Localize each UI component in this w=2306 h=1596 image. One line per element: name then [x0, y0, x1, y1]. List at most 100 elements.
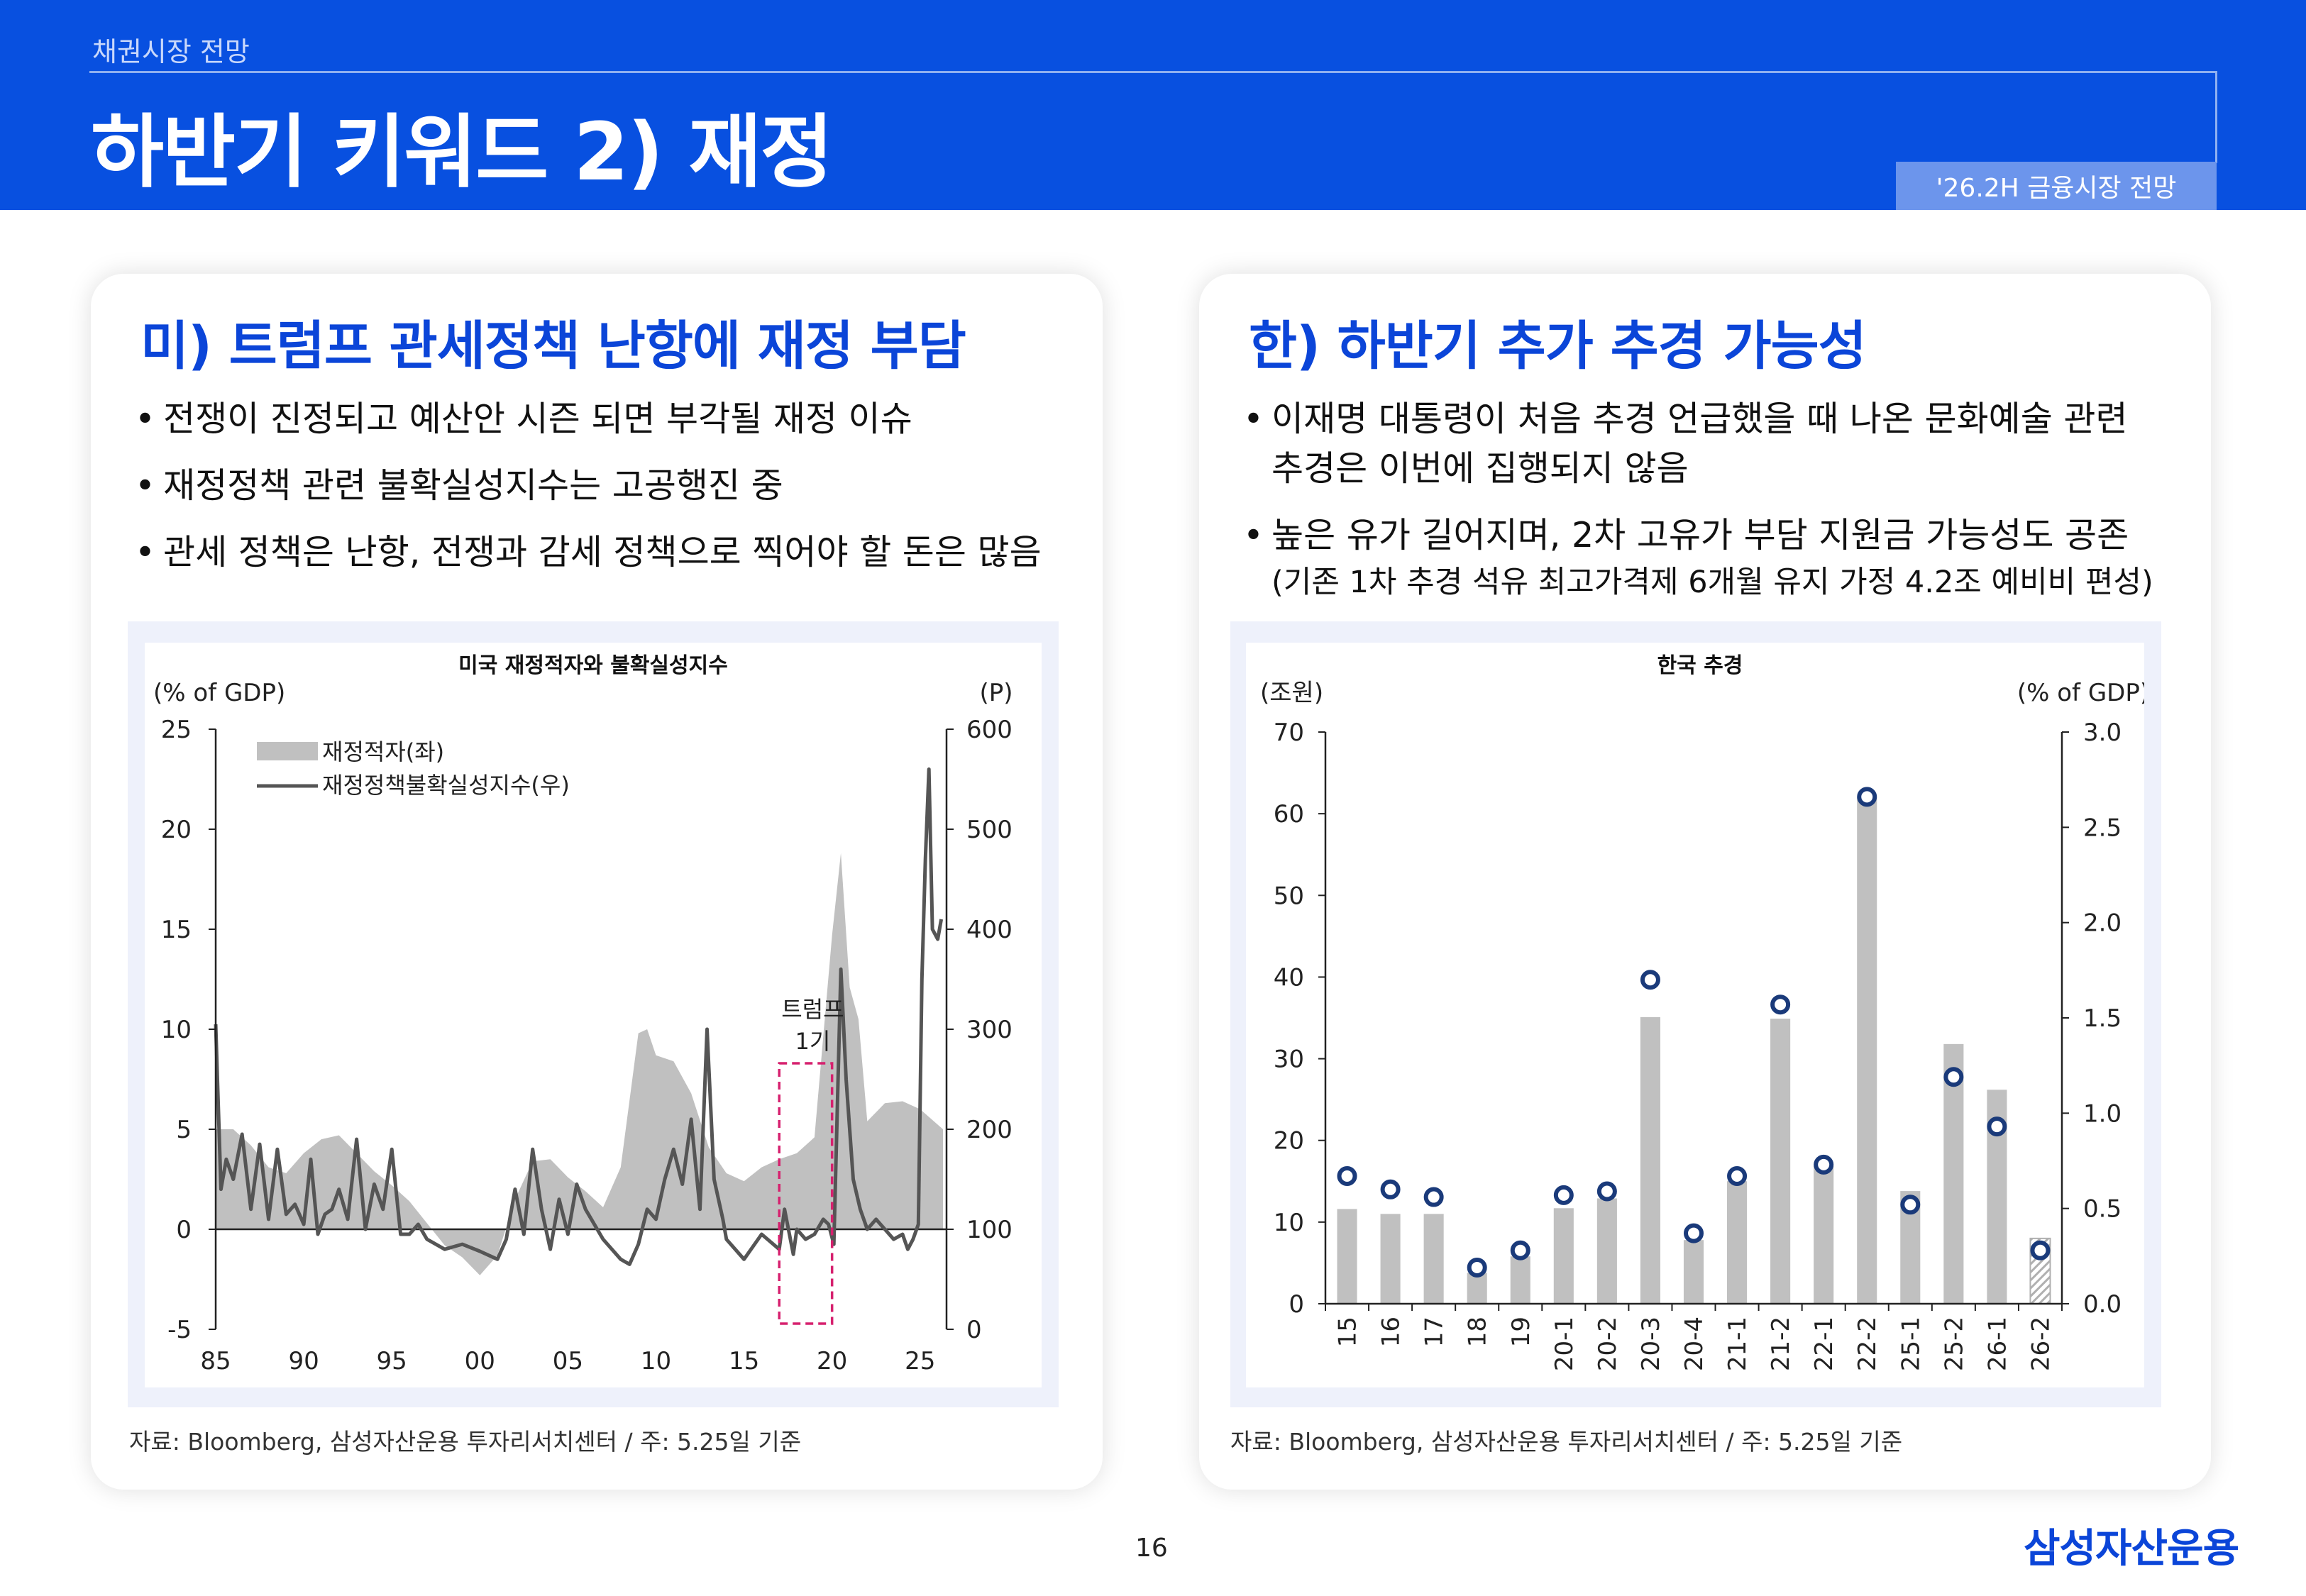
bullet-item: 관세 정책은 난항, 전쟁과 감세 정책으로 찍어야 할 돈은 많음 — [135, 528, 1100, 577]
x-tick-label: 25-1 — [1897, 1317, 1925, 1371]
y-right-tick-label: 1.0 — [2083, 1099, 2122, 1128]
x-tick-label: 05 — [553, 1347, 583, 1375]
gdp-ratio-marker — [1380, 1179, 1401, 1199]
chart-title: 미국 재정적자와 불확실성지수 — [458, 653, 728, 678]
bar — [1553, 1208, 1574, 1304]
x-tick-label: 25-2 — [1940, 1317, 1968, 1371]
y-right-tick-label: 3.0 — [2083, 719, 2122, 747]
annotation-label-line2: 1기 — [795, 1028, 831, 1055]
y-left-tick-label: 10 — [161, 1016, 192, 1044]
chart-title: 한국 추경 — [1657, 653, 1743, 678]
y-right-tick-label: 100 — [966, 1216, 1013, 1244]
gdp-ratio-marker — [1337, 1165, 1357, 1186]
y-left-tick-label: -5 — [167, 1316, 192, 1344]
bar — [1857, 797, 1877, 1304]
y-right-tick-label: 500 — [966, 816, 1013, 844]
y-left-tick-label: 25 — [161, 716, 192, 744]
gdp-ratio-marker — [1510, 1240, 1530, 1260]
y-left-tick-label: 30 — [1274, 1046, 1304, 1074]
annotation-label-line1: 트럼프 — [781, 996, 844, 1023]
x-tick-label: 18 — [1464, 1317, 1492, 1347]
us-chart-frame: 미국 재정적자와 불확실성지수 (% of GDP) (P) 25 20 15 10 5 0 -5… — [128, 621, 1059, 1407]
bar — [1337, 1209, 1357, 1304]
bullet-text: 높은 유가 길어지며, 2차 고유가 부담 지원금 가능성도 공존 — [1271, 515, 2129, 555]
x-tick-label: 26-2 — [2026, 1317, 2055, 1371]
y-left-tick-label: 60 — [1274, 800, 1304, 829]
x-tick-label: 20-4 — [1680, 1317, 1709, 1371]
bullet-text: 이재명 대통령이 처음 추경 언급했을 때 나온 문화예술 관련 — [1271, 399, 2128, 439]
gdp-ratio-marker — [1900, 1195, 1921, 1215]
y-left-axis-label: (조원) — [1260, 679, 1323, 707]
legend-label-deficit: 재정적자(좌) — [322, 738, 444, 765]
x-tick-label: 10 — [641, 1347, 671, 1375]
y-right-tick-label: 200 — [966, 1116, 1013, 1144]
bar — [1814, 1165, 1834, 1304]
y-right-tick-label: 1.5 — [2083, 1004, 2122, 1033]
gdp-ratio-marker — [2030, 1240, 2051, 1260]
gdp-ratio-marker — [1596, 1181, 1617, 1202]
y-left-tick-label: 40 — [1274, 963, 1304, 992]
x-tick-label: 90 — [288, 1347, 319, 1375]
gdp-ratio-marker — [1727, 1165, 1748, 1186]
x-tick-label: 95 — [377, 1347, 407, 1375]
gdp-ratio-marker — [1553, 1185, 1574, 1205]
gdp-ratio-marker — [1640, 970, 1660, 990]
y-right-tick-label: 2.0 — [2083, 909, 2122, 938]
bar — [1770, 1019, 1791, 1304]
x-tick-label: 20-2 — [1594, 1317, 1622, 1371]
bar — [1727, 1181, 1748, 1304]
section-subtitle: 채권시장 전망 — [92, 36, 250, 67]
kr-chart-frame: 한국 추경 (조원) (% of GDP) 70 60 50 40 30 20 10 0 3.0 2.5… — [1230, 621, 2161, 1407]
bullet-text: 관세 정책은 난항, 전쟁과 감세 정책으로 찍어야 할 돈은 많음 — [163, 532, 1042, 572]
page-title: 하반기 키워드 2) 재정 — [91, 106, 833, 199]
y-left-tick-label: 0 — [1289, 1290, 1304, 1319]
right-panel-title: 한) 하반기 추가 추경 가능성 — [1249, 316, 1867, 377]
right-source-note: 자료: Bloomberg, 삼성자산운용 투자리서치센터 / 주: 5.25일… — [1230, 1428, 1903, 1456]
bar — [1683, 1240, 1704, 1304]
y-right-tick-label: 300 — [966, 1016, 1013, 1044]
gdp-ratio-marker — [1987, 1116, 2007, 1137]
bar — [1596, 1198, 1617, 1304]
right-panel: 한) 하반기 추가 추경 가능성 이재명 대통령이 처음 추경 언급했을 때 나… — [1199, 274, 2211, 1490]
y-left-tick-label: 50 — [1274, 882, 1304, 910]
y-left-tick-label: 20 — [161, 816, 192, 844]
y-right-tick-label: 2.5 — [2083, 814, 2122, 842]
bullet-text-continued: 추경은 이번에 집행되지 않음 — [1271, 448, 1689, 489]
x-tick-label: 25 — [905, 1347, 935, 1375]
bar — [1423, 1214, 1444, 1304]
y-left-tick-label: 10 — [1274, 1209, 1304, 1237]
bullet-text: 재정정책 관련 불확실성지수는 고공행진 중 — [163, 465, 783, 506]
header-divider-vertical — [2215, 71, 2217, 163]
bar — [1640, 1016, 1660, 1304]
gdp-ratio-marker — [1684, 1223, 1704, 1243]
y-left-axis-label: (% of GDP) — [153, 679, 285, 707]
uncertainty-line-series — [214, 767, 944, 1266]
us-chart-area: 미국 재정적자와 불확실성지수 (% of GDP) (P) 25 20 15 10 5 0 -5… — [145, 643, 1042, 1387]
x-tick-label: 00 — [465, 1347, 495, 1375]
bar — [1380, 1214, 1401, 1304]
bullet-note: (기존 1차 추경 석유 최고가격제 6개월 유지 가정 4.2조 예비비 편성… — [1271, 565, 2153, 600]
y-right-tick-label: 0.5 — [2083, 1195, 2122, 1224]
y-right-tick-label: 400 — [966, 916, 1013, 944]
y-left-tick-label: 15 — [161, 916, 192, 944]
y-right-tick-label: 0.0 — [2083, 1290, 2122, 1319]
x-tick-label: 16 — [1377, 1317, 1406, 1347]
x-tick-label: 20 — [817, 1347, 847, 1375]
x-tick-label: 22-1 — [1810, 1317, 1838, 1371]
x-tick-label: 15 — [1334, 1317, 1362, 1347]
report-tag: '26.2H 금융시장 전망 — [1896, 162, 2217, 210]
x-tick-label: 21-2 — [1767, 1317, 1795, 1371]
us-deficit-uncertainty-chart: 미국 재정적자와 불확실성지수 (% of GDP) (P) 25 20 15 10 5 0 -5… — [153, 653, 1013, 1375]
y-right-tick-label: 600 — [966, 716, 1013, 744]
kr-chart-area: 한국 추경 (조원) (% of GDP) 70 60 50 40 30 20 10 0 3.0 2.5… — [1246, 643, 2144, 1387]
header-divider — [89, 71, 2217, 73]
x-tick-label: 17 — [1420, 1317, 1449, 1347]
x-tick-label: 19 — [1507, 1317, 1535, 1347]
x-tick-label: 21-1 — [1723, 1317, 1752, 1371]
y-right-axis-label: (P) — [979, 679, 1013, 707]
trump-term-highlight-box — [778, 1062, 834, 1325]
left-source-note: 자료: Bloomberg, 삼성자산운용 투자리서치센터 / 주: 5.25일… — [129, 1428, 802, 1456]
page-number: 16 — [1135, 1534, 1168, 1563]
right-bullet-list: 이재명 대통령이 처음 추경 언급했을 때 나온 문화예술 관련 추경은 이번에… — [1243, 394, 2208, 621]
x-tick-label: 20-3 — [1637, 1317, 1665, 1371]
